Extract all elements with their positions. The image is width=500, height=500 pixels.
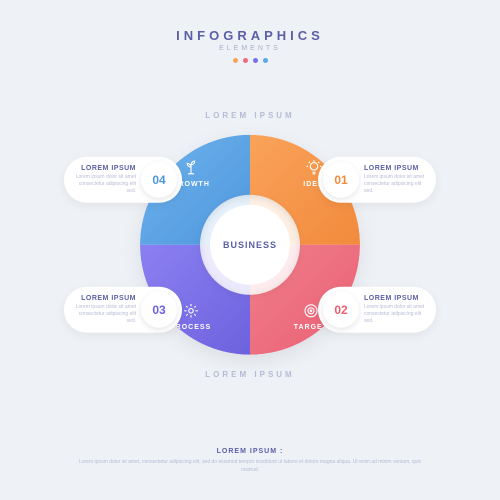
callout-heading: LOREM IPSUM: [74, 165, 136, 172]
callout-heading: LOREM IPSUM: [74, 295, 136, 302]
footer: LOREM IPSUM : Lorem ipsum dolor sit amet…: [0, 448, 500, 474]
callout-03: 03 LOREM IPSUM Lorem ipsum dolor sit ame…: [64, 287, 182, 333]
callout-text: LOREM IPSUM Lorem ipsum dolor sit amet c…: [74, 295, 136, 324]
callout-02: 02 LOREM IPSUM Lorem ipsum dolor sit ame…: [318, 287, 436, 333]
callout-body: Lorem ipsum dolor sit amet consectetur a…: [364, 174, 426, 194]
dot: [243, 58, 248, 63]
bottom-vertical-label: LOREM IPSUM: [205, 370, 294, 379]
callout-number: 03: [141, 292, 177, 328]
callout-text: LOREM IPSUM Lorem ipsum dolor sit amet c…: [74, 165, 136, 194]
hub-outer: BUSINESS: [200, 195, 300, 295]
dot: [233, 58, 238, 63]
dot: [253, 58, 258, 63]
callout-01: 01 LOREM IPSUM Lorem ipsum dolor sit ame…: [318, 157, 436, 203]
footer-body: Lorem ipsum dolor sit amet, consectetur …: [0, 459, 500, 474]
callout-text: LOREM IPSUM Lorem ipsum dolor sit amet c…: [364, 295, 426, 324]
page-subtitle: ELEMENTS: [0, 45, 500, 52]
hub-label: BUSINESS: [210, 205, 290, 285]
callout-number: 02: [323, 292, 359, 328]
header: INFOGRAPHICS ELEMENTS: [0, 28, 500, 63]
callout-heading: LOREM IPSUM: [364, 165, 426, 172]
gear-icon: [182, 302, 200, 320]
page-title: INFOGRAPHICS: [0, 28, 500, 43]
footer-heading: LOREM IPSUM :: [0, 448, 500, 455]
growth-icon: [182, 159, 200, 177]
callout-text: LOREM IPSUM Lorem ipsum dolor sit amet c…: [364, 165, 426, 194]
dot: [263, 58, 268, 63]
callout-body: Lorem ipsum dolor sit amet consectetur a…: [74, 304, 136, 324]
callout-04: 04 LOREM IPSUM Lorem ipsum dolor sit ame…: [64, 157, 182, 203]
callout-heading: LOREM IPSUM: [364, 295, 426, 302]
callout-body: Lorem ipsum dolor sit amet consectetur a…: [364, 304, 426, 324]
callout-number: 04: [141, 162, 177, 198]
top-vertical-label: LOREM IPSUM: [205, 111, 294, 120]
accent-dots: [0, 58, 500, 63]
callout-body: Lorem ipsum dolor sit amet consectetur a…: [74, 174, 136, 194]
infographic-stage: LOREM IPSUM LOREM IPSUM IDEA TARGET PROC…: [80, 115, 420, 375]
callout-number: 01: [323, 162, 359, 198]
